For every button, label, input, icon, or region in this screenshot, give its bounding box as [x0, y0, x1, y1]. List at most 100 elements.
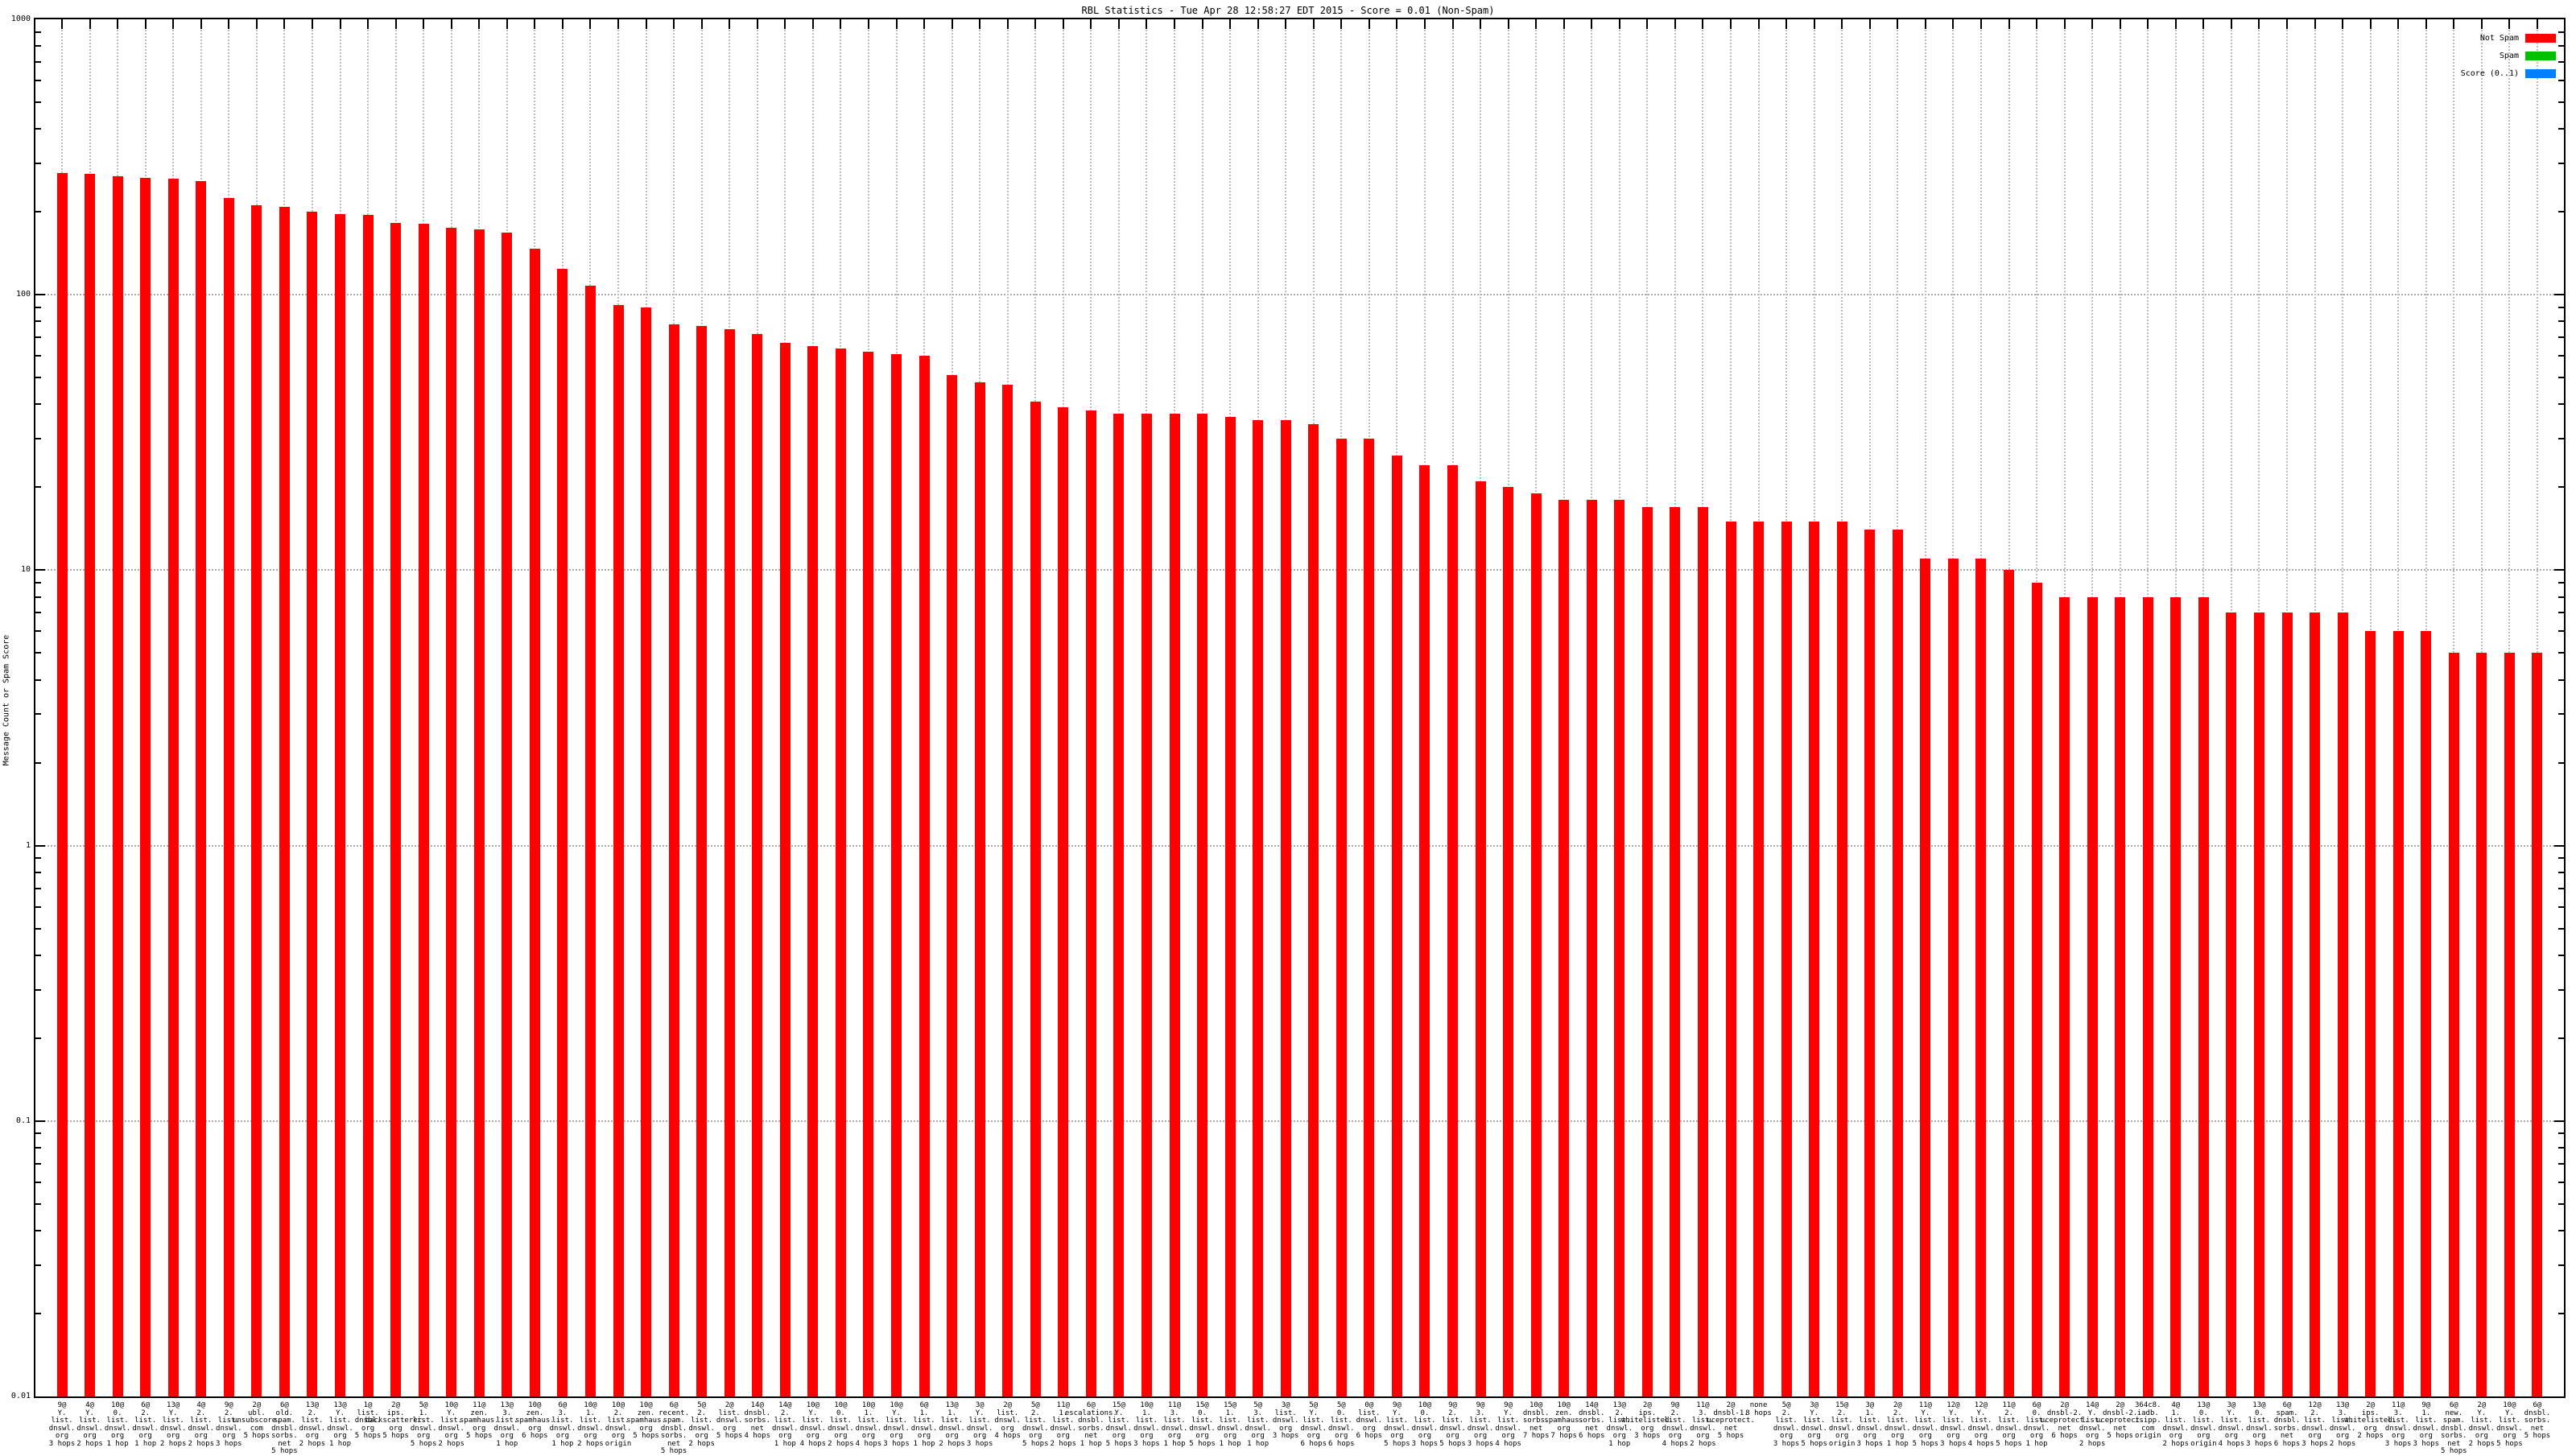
x-tick-top — [1897, 19, 1899, 29]
y-minor-tick-left — [35, 1181, 41, 1183]
y-minor-tick-right — [2558, 1146, 2564, 1149]
x-tick-top — [1813, 19, 1815, 29]
y-tick-label: 100 — [15, 290, 31, 299]
bar — [1002, 385, 1013, 1396]
y-minor-tick-right — [2558, 988, 2564, 991]
y-tick-label: 0.01 — [10, 1392, 31, 1400]
bar — [557, 269, 568, 1396]
bar-label: 13@ 2. list. dnswl. org 2 hops — [299, 1401, 326, 1448]
bar-label: 15@ 0. list. dnswl. org 5 hops — [1189, 1401, 1216, 1448]
legend-entry: Score (0..1) — [2461, 69, 2556, 78]
bar — [196, 181, 207, 1396]
y-minor-tick-left — [35, 377, 41, 379]
bar-label: 9@ Y. list. dnswl. org 5 hops — [1384, 1401, 1410, 1448]
bar — [529, 248, 540, 1396]
y-minor-tick-left — [35, 1229, 41, 1231]
bar — [1364, 439, 1375, 1396]
bar — [1781, 522, 1792, 1396]
bar — [2532, 653, 2543, 1396]
bar — [2392, 631, 2404, 1396]
legend-entry: Spam — [2461, 52, 2556, 60]
y-minor-tick-right — [2558, 1229, 2564, 1231]
y-major-tick-left — [35, 844, 45, 847]
y-minor-tick-left — [35, 355, 41, 357]
bar-label: none 8 hops — [1745, 1401, 1772, 1417]
bar-label: 11@ 3. list. dnswl. org 1 hop — [1161, 1401, 1188, 1448]
bar — [1725, 522, 1736, 1396]
x-tick-top — [283, 19, 286, 29]
x-tick-top — [2091, 19, 2094, 29]
bar-label: 6@ 2. list. dnswl. org 1 hop — [132, 1401, 159, 1448]
x-tick-top — [1006, 19, 1009, 29]
bar — [307, 212, 318, 1396]
y-minor-tick-right — [2558, 679, 2564, 681]
bar — [1864, 530, 1876, 1396]
bar — [418, 224, 429, 1396]
x-tick-top — [2397, 19, 2400, 29]
bar — [1614, 500, 1625, 1396]
y-minor-tick-left — [35, 612, 41, 614]
x-tick-top — [1868, 19, 1871, 29]
y-minor-tick-left — [35, 857, 41, 860]
bar-label: 2@ dnsbl-2. uceprotect. net 6 hops — [2040, 1401, 2089, 1440]
x-tick-top — [1285, 19, 1287, 29]
bar-label: 2@ ips. whitelisted. org 2 hops — [2344, 1401, 2397, 1440]
bar-label: 2@ list. dnswl. org 5 hops — [716, 1401, 743, 1440]
x-tick-top — [1034, 19, 1037, 29]
bar — [1253, 420, 1264, 1396]
bar-label: 5@ Y. list. dnswl. org 6 hops — [1300, 1401, 1327, 1448]
bar-label: 2@ ips. backscatterer. org 5 hops — [365, 1401, 427, 1440]
x-tick-top — [1257, 19, 1259, 29]
bar — [2365, 631, 2376, 1396]
y-minor-tick-right — [2558, 1181, 2564, 1183]
bar-label: 15@ 2. list. dnswl. org origin — [1828, 1401, 1856, 1448]
bar-label: 13@ 0. list. dnswl. org origin — [2190, 1401, 2217, 1448]
x-tick-top — [144, 19, 147, 29]
bar-label: 10@ 0. list. dnswl. org 3 hops — [1411, 1401, 1439, 1448]
y-axis-title: Message Count or Spam Score — [2, 634, 11, 766]
plot-area — [34, 18, 2566, 1398]
bar — [167, 178, 179, 1396]
bar-label: 2@ dnsbl-2. uceprotect. net 5 hops — [2095, 1401, 2145, 1440]
bar-label: 6@ 0. list. dnswl. org 1 hop — [2023, 1401, 2050, 1448]
bar — [2281, 613, 2293, 1396]
x-tick-top — [478, 19, 481, 29]
bar-label: 9@ 1. list. dnswl. org 3 hops — [2413, 1401, 2440, 1448]
x-tick-top — [506, 19, 508, 29]
bar — [1030, 401, 1041, 1396]
bar — [1530, 493, 1542, 1396]
bar — [502, 233, 513, 1396]
bar — [584, 285, 596, 1396]
y-minor-tick-left — [35, 927, 41, 930]
x-tick-top — [784, 19, 786, 29]
y-minor-tick-right — [2558, 1312, 2564, 1314]
x-tick-top — [311, 19, 313, 29]
bar-label: 9@ 3. list. dnswl. org 3 hops — [1467, 1401, 1494, 1448]
x-tick-top — [2230, 19, 2232, 29]
bar-label: 9@ 2. list. dnswl. org 3 hops — [216, 1401, 242, 1448]
x-tick-top — [2453, 19, 2455, 29]
y-minor-tick-right — [2558, 871, 2564, 873]
bar-label: 11@ 3. list. dnswl. org 3 hops — [2384, 1401, 2412, 1448]
y-gridline — [35, 1120, 2564, 1122]
x-tick-top — [895, 19, 898, 29]
bar-label: 5@ 3. list. dnswl. org 1 hop — [1245, 1401, 1271, 1448]
bar-label: 4@ 2. list. dnswl. org 2 hops — [188, 1401, 215, 1448]
y-minor-tick-right — [2558, 306, 2564, 308]
x-tick-top — [979, 19, 981, 29]
bar-label: 9@ Y. list. dnswl. org 3 hops — [48, 1401, 76, 1448]
bar-label: 3@ 1. list. dnswl. org 3 hops — [1856, 1401, 1884, 1448]
bar-label: 2@ 2. list. dnswl. org 1 hop — [1885, 1401, 1911, 1448]
y-minor-tick-right — [2558, 612, 2564, 614]
bar-label: 6@ spam. dnsbl. sorbs. net 6 hops — [2273, 1401, 2301, 1448]
bar — [779, 342, 791, 1396]
y-minor-tick-left — [35, 1202, 41, 1205]
bar-label: 15@ Y. list. dnswl. org 5 hops — [1105, 1401, 1133, 1448]
x-tick-top — [1423, 19, 1426, 29]
bar — [140, 178, 151, 1396]
bar-label: 5@ 2. list. dnswl. org 3 hops — [1773, 1401, 1800, 1448]
y-minor-tick-left — [35, 438, 41, 440]
y-minor-tick-left — [35, 1146, 41, 1149]
x-tick-top — [951, 19, 953, 29]
